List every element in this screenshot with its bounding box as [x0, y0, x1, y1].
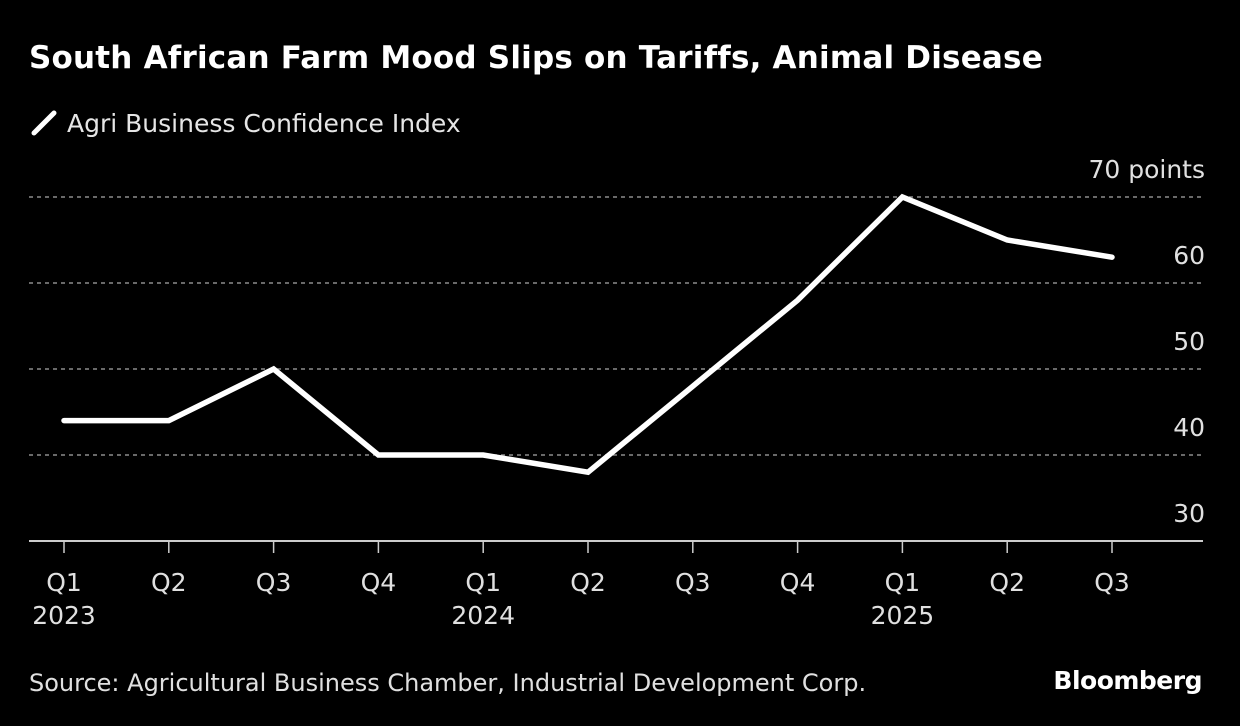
x-axis-labels: Q1 2023 Q2 Q3 Q4 Q1 2024 Q2 Q3 Q4 Q1 2025 Q2 Q3	[32, 568, 1130, 630]
legend-label: Agri Business Confidence Index	[67, 108, 461, 138]
x-tick-label-quarter: Q2	[570, 568, 606, 597]
x-tick-label-quarter: Q2	[151, 568, 187, 597]
x-tick-label-quarter: Q4	[780, 568, 816, 597]
y-tick-label-60: 60	[1173, 241, 1205, 270]
bloomberg-logo: Bloomberg	[1053, 666, 1202, 695]
source-note: Source: Agricultural Business Chamber, I…	[29, 669, 867, 697]
y-tick-label-30: 30	[1173, 499, 1205, 528]
x-tick-label-quarter: Q1	[46, 568, 82, 597]
x-tick-label-quarter: Q1	[885, 568, 921, 597]
x-tick-label-quarter: Q3	[675, 568, 711, 597]
y-tick-label-50: 50	[1173, 327, 1205, 356]
y-axis-labels: 30 40 50 60 70 points	[1088, 155, 1205, 528]
y-tick-label-70: 70 points	[1088, 155, 1205, 184]
x-tick-label-quarter: Q3	[256, 568, 292, 597]
x-tick-label-quarter: Q1	[465, 568, 501, 597]
chart-title: South African Farm Mood Slips on Tariffs…	[29, 40, 1043, 76]
x-tick-label-year: 2024	[451, 601, 515, 630]
legend: Agri Business Confidence Index	[29, 108, 461, 138]
gridlines	[29, 196, 1203, 456]
x-tick-label-year: 2023	[32, 601, 96, 630]
x-tick-label-quarter: Q4	[361, 568, 397, 597]
series-layer	[61, 193, 1115, 476]
x-tick-label-quarter: Q3	[1094, 568, 1130, 597]
x-tick-label-year: 2025	[871, 601, 935, 630]
x-tick-label-quarter: Q2	[989, 568, 1025, 597]
x-axis	[29, 540, 1203, 553]
series-line-0	[61, 193, 1115, 476]
legend-line-icon	[31, 110, 57, 136]
y-tick-label-40: 40	[1173, 413, 1205, 442]
